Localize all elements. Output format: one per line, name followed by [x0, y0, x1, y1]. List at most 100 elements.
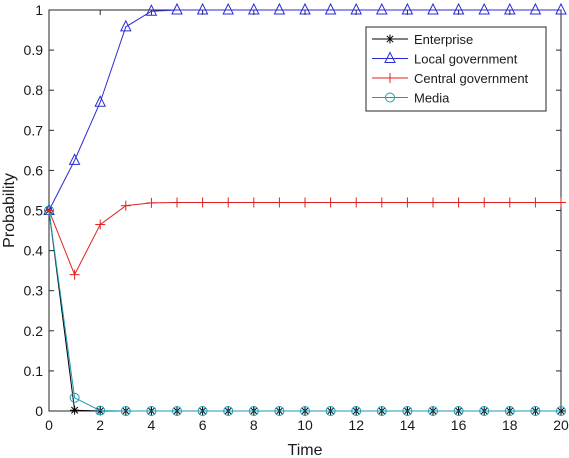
data-point: [376, 406, 387, 416]
y-tick-label: 0: [35, 403, 43, 419]
data-point: [453, 197, 464, 208]
data-point: [453, 406, 464, 416]
data-point: [119, 19, 132, 32]
legend-marker: [385, 92, 395, 103]
data-point: [146, 197, 157, 208]
x-tick-label: 12: [348, 417, 364, 433]
data-point: [300, 406, 310, 416]
data-point: [222, 2, 235, 15]
x-tick-label: 14: [400, 417, 416, 433]
data-point: [530, 197, 541, 208]
data-point: [452, 2, 465, 15]
data-point: [120, 200, 131, 211]
x-tick-label: 20: [553, 417, 569, 433]
x-tick-label: 4: [148, 417, 156, 433]
y-tick-label: 0.8: [24, 82, 44, 98]
data-point: [248, 406, 259, 416]
data-point: [274, 406, 285, 416]
data-point: [479, 197, 490, 208]
series-central-government: [44, 197, 566, 280]
legend-marker: [385, 34, 395, 44]
x-axis: 0 2 4 6 8 10 12 14 16 18 20: [45, 10, 569, 433]
data-point: [69, 392, 80, 403]
data-point: [401, 2, 414, 15]
legend-item: Central government: [372, 71, 529, 86]
legend-marker: [384, 51, 396, 63]
legend-label: Enterprise: [414, 32, 473, 47]
y-tick-label: 0.9: [24, 42, 44, 58]
data-point: [196, 2, 209, 15]
legend-item: Enterprise: [372, 32, 473, 47]
data-point: [171, 2, 183, 15]
data-point: [530, 406, 541, 416]
x-tick-label: 2: [96, 417, 104, 433]
legend-item: Local government: [372, 51, 518, 67]
data-point: [402, 197, 413, 208]
x-axis-title: Time: [288, 442, 323, 458]
data-point: [556, 197, 566, 208]
data-point: [402, 406, 413, 416]
data-point: [504, 406, 515, 416]
x-tick-label: 8: [250, 417, 258, 433]
x-tick-label: 6: [199, 417, 207, 433]
legend-label: Media: [414, 91, 450, 106]
legend: Enterprise Local government Central govern…: [365, 26, 547, 112]
series-line: [48, 210, 561, 412]
data-point: [428, 406, 438, 416]
data-point: [145, 4, 158, 16]
data-point: [529, 2, 542, 15]
data-point: [172, 406, 182, 416]
data-point: [556, 406, 566, 416]
data-point: [351, 197, 362, 208]
data-point: [479, 406, 490, 416]
y-tick-label: 0.3: [24, 283, 44, 299]
data-point: [325, 197, 336, 208]
y-tick-label: 0.4: [24, 243, 44, 259]
data-point: [428, 197, 438, 208]
data-point: [375, 2, 388, 15]
data-point: [197, 406, 208, 416]
data-point: [197, 197, 208, 208]
data-point: [247, 2, 260, 15]
series-media: [44, 205, 566, 416]
data-point: [248, 197, 259, 208]
y-axis-title: Probability: [1, 173, 18, 248]
x-tick-label: 16: [451, 417, 467, 433]
y-tick-label: 0.2: [24, 323, 44, 339]
y-tick-label: 0.6: [24, 162, 44, 178]
y-tick-label: 0.1: [24, 363, 44, 379]
legend-label: Local government: [414, 52, 518, 67]
y-tick-label: 1: [35, 2, 43, 18]
data-point: [68, 153, 81, 165]
data-point: [223, 406, 234, 416]
y-tick-label: 0.7: [24, 122, 44, 138]
data-point: [427, 2, 439, 15]
data-point: [120, 406, 131, 416]
data-point: [376, 197, 387, 208]
x-tick-label: 10: [297, 417, 313, 433]
legend-marker: [385, 73, 395, 83]
legend-item: Media: [372, 91, 450, 106]
series-local-government: [43, 2, 567, 215]
y-tick-label: 0.5: [24, 203, 44, 219]
data-point: [44, 205, 54, 216]
data-point: [504, 197, 515, 208]
series-line: [48, 9, 561, 211]
data-point: [324, 2, 337, 15]
data-point: [172, 197, 182, 208]
data-point: [94, 95, 107, 107]
data-point: [325, 406, 336, 416]
data-point: [70, 405, 80, 415]
data-point: [223, 197, 234, 208]
data-point: [503, 2, 516, 15]
data-point: [95, 219, 106, 230]
data-point: [69, 269, 80, 280]
legend-label: Central government: [414, 71, 529, 86]
data-point: [300, 197, 310, 208]
data-point: [555, 2, 567, 15]
data-point: [274, 197, 285, 208]
x-tick-label: 18: [502, 417, 518, 433]
data-point: [299, 2, 311, 15]
